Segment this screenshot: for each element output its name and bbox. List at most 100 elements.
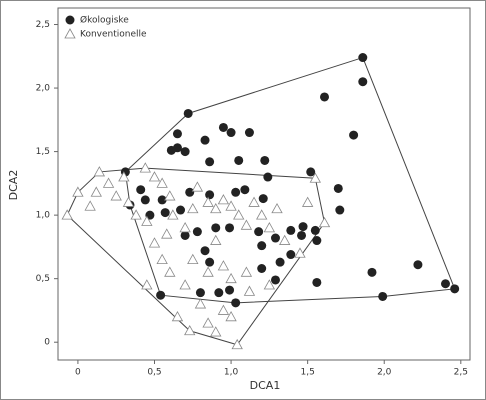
- point: [205, 157, 215, 167]
- point: [157, 195, 167, 205]
- point: [184, 324, 196, 336]
- point: [217, 304, 230, 315]
- hull: [124, 56, 456, 304]
- point: [211, 223, 221, 233]
- point: [72, 186, 84, 197]
- point: [122, 196, 135, 207]
- x-tick-label: 0: [75, 368, 81, 378]
- point: [156, 290, 166, 300]
- point: [102, 177, 115, 188]
- point: [180, 230, 190, 240]
- point: [248, 196, 260, 207]
- point: [205, 190, 215, 200]
- x-tick-label: 0,5: [147, 368, 161, 378]
- point: [275, 257, 285, 267]
- legend-symbol: [64, 28, 76, 39]
- plot-area: [57, 7, 471, 361]
- point: [440, 279, 450, 289]
- point: [258, 194, 268, 204]
- point: [140, 195, 150, 205]
- x-tick-label: 1,0: [224, 368, 239, 378]
- point: [90, 186, 102, 197]
- point: [231, 187, 241, 197]
- point: [217, 260, 230, 271]
- point: [243, 285, 256, 296]
- point: [270, 233, 280, 243]
- point: [240, 266, 253, 277]
- hull: [66, 167, 326, 346]
- point: [225, 200, 237, 211]
- point: [240, 185, 250, 195]
- point: [200, 135, 210, 145]
- x-axis-title: DCA1: [250, 379, 281, 392]
- point: [171, 310, 184, 322]
- point: [257, 241, 267, 251]
- y-tick-label: 0: [44, 338, 50, 348]
- point: [294, 247, 306, 258]
- point: [335, 205, 345, 215]
- point: [333, 183, 343, 193]
- point: [254, 227, 264, 237]
- point: [256, 209, 268, 220]
- legend-label: Økologiske: [80, 15, 129, 26]
- point: [263, 279, 276, 290]
- point: [413, 260, 423, 270]
- point: [195, 288, 205, 298]
- point: [297, 230, 307, 240]
- point: [205, 257, 215, 267]
- x-tick-label: 2,0: [377, 368, 392, 378]
- point: [358, 77, 368, 87]
- point: [218, 122, 228, 132]
- point: [231, 298, 241, 308]
- point: [301, 196, 314, 207]
- point: [156, 253, 168, 265]
- point: [225, 223, 235, 233]
- point: [270, 275, 280, 285]
- x-tick-label: 1,5: [300, 368, 314, 378]
- point: [214, 288, 224, 298]
- point: [312, 277, 322, 287]
- point: [164, 266, 176, 277]
- point: [358, 53, 368, 63]
- point: [185, 187, 195, 197]
- point: [84, 200, 96, 211]
- point: [202, 317, 214, 328]
- point: [310, 225, 320, 235]
- point: [450, 284, 460, 294]
- point: [160, 208, 170, 218]
- point: [118, 171, 130, 182]
- y-tick-label: 0,5: [36, 274, 50, 284]
- point: [93, 166, 106, 177]
- point: [139, 162, 151, 173]
- y-tick-label: 2,0: [36, 84, 51, 94]
- point: [260, 155, 270, 165]
- point: [349, 130, 359, 140]
- point: [210, 326, 222, 337]
- point: [240, 219, 253, 230]
- point: [202, 266, 214, 277]
- point: [367, 267, 377, 277]
- point: [226, 128, 236, 138]
- point: [191, 181, 204, 192]
- point: [263, 172, 273, 182]
- point: [166, 145, 176, 155]
- point: [200, 246, 210, 256]
- point: [180, 147, 190, 157]
- point: [225, 310, 237, 322]
- point: [156, 177, 168, 188]
- point: [217, 194, 230, 205]
- legend-symbol: [65, 15, 75, 25]
- point: [130, 209, 142, 220]
- point: [257, 264, 267, 274]
- point: [312, 236, 322, 246]
- point: [233, 209, 245, 220]
- point: [141, 279, 153, 290]
- point: [179, 222, 191, 233]
- y-tick-label: 2,5: [36, 20, 50, 30]
- point: [141, 215, 153, 226]
- point: [136, 185, 146, 195]
- point: [378, 291, 388, 301]
- point: [172, 129, 182, 139]
